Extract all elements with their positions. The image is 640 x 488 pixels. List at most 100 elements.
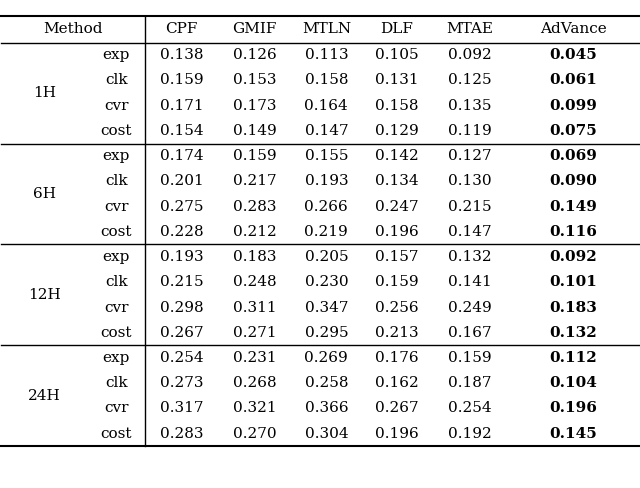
Text: 0.116: 0.116 [549,225,597,239]
Text: 0.196: 0.196 [374,427,419,441]
Text: 0.273: 0.273 [159,376,203,390]
Text: 24H: 24H [28,389,61,403]
Text: 0.254: 0.254 [159,351,204,365]
Text: 0.230: 0.230 [305,275,348,289]
Text: 0.171: 0.171 [159,99,204,113]
Text: 0.101: 0.101 [549,275,597,289]
Text: cvr: cvr [104,402,129,415]
Text: 0.254: 0.254 [448,402,492,415]
Text: 0.270: 0.270 [233,427,276,441]
Text: 0.267: 0.267 [374,402,419,415]
Text: 0.125: 0.125 [448,74,492,87]
Text: 0.256: 0.256 [374,301,419,315]
Text: 0.135: 0.135 [448,99,492,113]
Text: 0.131: 0.131 [374,74,419,87]
Text: cvr: cvr [104,301,129,315]
Text: cost: cost [100,124,132,138]
Text: 0.304: 0.304 [305,427,348,441]
Text: 0.045: 0.045 [549,48,597,62]
Text: AdVance: AdVance [540,22,607,36]
Text: cvr: cvr [104,99,129,113]
Text: 0.113: 0.113 [305,48,348,62]
Text: 0.219: 0.219 [305,225,348,239]
Text: 0.153: 0.153 [233,74,276,87]
Text: 0.183: 0.183 [549,301,597,315]
Text: 1H: 1H [33,86,56,100]
Text: 0.092: 0.092 [549,250,597,264]
Text: 0.258: 0.258 [305,376,348,390]
Text: 0.192: 0.192 [448,427,492,441]
Text: 0.154: 0.154 [159,124,204,138]
Text: 0.147: 0.147 [448,225,492,239]
Text: clk: clk [105,174,127,188]
Text: 0.126: 0.126 [233,48,276,62]
Text: 0.149: 0.149 [549,200,597,214]
Text: 0.159: 0.159 [374,275,419,289]
Text: clk: clk [105,376,127,390]
Text: exp: exp [102,351,130,365]
Text: 0.112: 0.112 [549,351,597,365]
Text: 0.269: 0.269 [305,351,348,365]
Text: 0.347: 0.347 [305,301,348,315]
Text: 0.119: 0.119 [448,124,492,138]
Text: 0.283: 0.283 [159,427,203,441]
Text: 0.212: 0.212 [233,225,276,239]
Text: 0.130: 0.130 [448,174,492,188]
Text: 0.283: 0.283 [233,200,276,214]
Text: MTAE: MTAE [446,22,493,36]
Text: 0.247: 0.247 [374,200,419,214]
Text: 0.321: 0.321 [233,402,276,415]
Text: 0.266: 0.266 [305,200,348,214]
Text: 0.196: 0.196 [549,402,597,415]
Text: 0.162: 0.162 [374,376,419,390]
Text: exp: exp [102,250,130,264]
Text: 0.215: 0.215 [159,275,204,289]
Text: 0.158: 0.158 [374,99,418,113]
Text: 0.275: 0.275 [159,200,203,214]
Text: 0.196: 0.196 [374,225,419,239]
Text: 0.159: 0.159 [448,351,492,365]
Text: 0.268: 0.268 [233,376,276,390]
Text: 0.248: 0.248 [233,275,276,289]
Text: clk: clk [105,275,127,289]
Text: 0.217: 0.217 [233,174,276,188]
Text: 0.138: 0.138 [159,48,203,62]
Text: 0.069: 0.069 [549,149,597,163]
Text: 0.295: 0.295 [305,326,348,340]
Text: 12H: 12H [28,288,61,302]
Text: 6H: 6H [33,187,56,201]
Text: cost: cost [100,427,132,441]
Text: 0.145: 0.145 [549,427,597,441]
Text: 0.201: 0.201 [159,174,204,188]
Text: 0.147: 0.147 [305,124,348,138]
Text: 0.061: 0.061 [549,74,597,87]
Text: 0.149: 0.149 [233,124,276,138]
Text: 0.193: 0.193 [305,174,348,188]
Text: 0.105: 0.105 [374,48,419,62]
Text: 0.158: 0.158 [305,74,348,87]
Text: MTLN: MTLN [302,22,351,36]
Text: 0.193: 0.193 [159,250,204,264]
Text: 0.134: 0.134 [374,174,419,188]
Text: 0.159: 0.159 [233,149,276,163]
Text: 0.129: 0.129 [374,124,419,138]
Text: 0.104: 0.104 [549,376,597,390]
Text: 0.231: 0.231 [233,351,276,365]
Text: 0.317: 0.317 [159,402,203,415]
Text: cost: cost [100,225,132,239]
Text: exp: exp [102,149,130,163]
Text: 0.167: 0.167 [448,326,492,340]
Text: 0.092: 0.092 [448,48,492,62]
Text: 0.249: 0.249 [448,301,492,315]
Text: 0.159: 0.159 [159,74,204,87]
Text: exp: exp [102,48,130,62]
Text: 0.075: 0.075 [549,124,597,138]
Text: 0.155: 0.155 [305,149,348,163]
Text: 0.205: 0.205 [305,250,348,264]
Text: 0.366: 0.366 [305,402,348,415]
Text: 0.311: 0.311 [233,301,276,315]
Text: 0.173: 0.173 [233,99,276,113]
Text: 0.176: 0.176 [374,351,419,365]
Text: 0.132: 0.132 [448,250,492,264]
Text: 0.228: 0.228 [159,225,204,239]
